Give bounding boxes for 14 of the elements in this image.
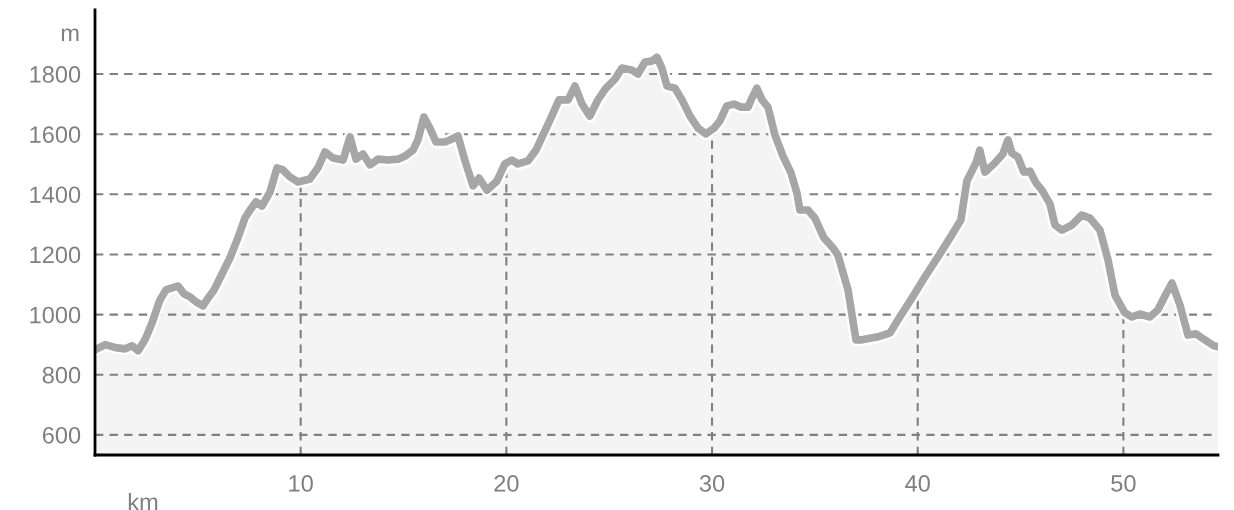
y-tick-label: 1600 bbox=[30, 126, 81, 143]
y-tick-label: 1000 bbox=[30, 306, 81, 324]
y-tick-label: 800 bbox=[42, 366, 81, 384]
x-tick-label: 50 bbox=[1111, 475, 1136, 492]
x-tick-label: 40 bbox=[905, 475, 930, 492]
x-tick-label: 20 bbox=[494, 475, 519, 492]
y-tick-label: 600 bbox=[42, 426, 81, 444]
y-tick-label: 1200 bbox=[30, 246, 81, 264]
x-axis-title: km bbox=[128, 493, 158, 510]
y-tick-label: 1400 bbox=[30, 186, 81, 204]
y-axis-title: m bbox=[61, 28, 79, 42]
x-tick-label: 10 bbox=[289, 475, 313, 492]
y-tick-label: 1800 bbox=[30, 66, 81, 83]
x-tick-label: 30 bbox=[699, 475, 725, 492]
